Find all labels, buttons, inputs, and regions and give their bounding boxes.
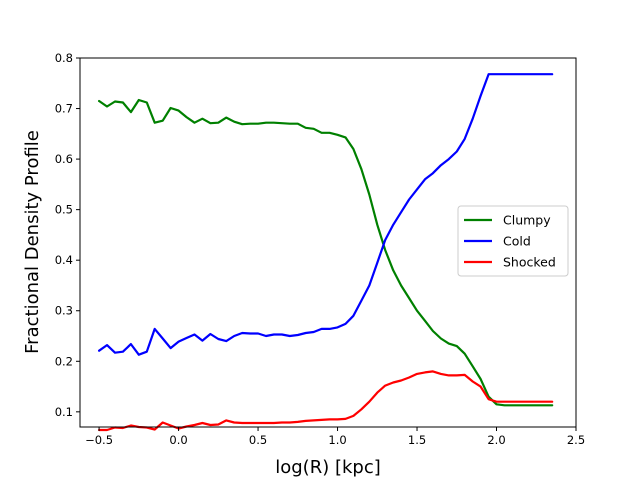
legend: Clumpy Cold Shocked bbox=[457, 205, 569, 277]
x-tick-label: 0.5 bbox=[249, 433, 267, 447]
x-axis-ticks: −0.5 0.0 0.5 1.0 1.5 2.0 2.5 bbox=[85, 427, 585, 447]
x-tick-label: 2.0 bbox=[487, 433, 505, 447]
y-tick-label: 0.3 bbox=[55, 304, 73, 318]
y-tick-label: 0.1 bbox=[55, 405, 73, 419]
y-axis-ticks: 0.1 0.2 0.3 0.4 0.5 0.6 0.7 0.8 bbox=[55, 51, 80, 419]
y-tick-label: 0.5 bbox=[55, 203, 73, 217]
y-tick-label: 0.4 bbox=[55, 253, 73, 267]
series-line-shocked bbox=[97, 370, 554, 432]
y-axis-label: Fractional Density Profile bbox=[22, 130, 43, 354]
x-tick-label: 1.5 bbox=[408, 433, 426, 447]
x-tick-label: −0.5 bbox=[85, 433, 113, 447]
legend-label-cold: Cold bbox=[503, 234, 531, 249]
legend-label-clumpy: Clumpy bbox=[503, 213, 551, 228]
y-tick-label: 0.7 bbox=[55, 102, 73, 116]
x-axis-label: log(R) [kpc] bbox=[275, 457, 381, 478]
y-tick-label: 0.6 bbox=[55, 152, 73, 166]
y-tick-label: 0.2 bbox=[55, 354, 73, 368]
x-tick-label: 0.0 bbox=[169, 433, 187, 447]
legend-label-shocked: Shocked bbox=[503, 255, 556, 270]
x-tick-label: 1.0 bbox=[328, 433, 346, 447]
legend-box bbox=[457, 205, 569, 277]
series-line-clumpy bbox=[97, 98, 554, 407]
y-tick-label: 0.8 bbox=[55, 51, 73, 65]
plot-frame bbox=[79, 57, 577, 428]
series-line-cold bbox=[97, 73, 554, 356]
x-tick-label: 2.5 bbox=[567, 433, 585, 447]
